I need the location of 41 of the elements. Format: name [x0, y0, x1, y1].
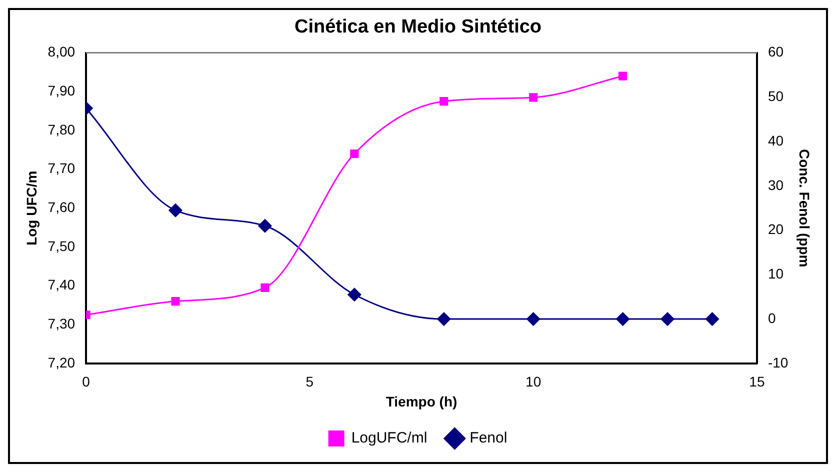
point	[437, 312, 451, 326]
legend-label: LogUFC/ml	[351, 430, 428, 447]
point	[348, 288, 362, 302]
x-tick-label: 15	[749, 374, 765, 390]
y-tick-label: 8,00	[48, 44, 76, 60]
y2-tick-label: 0	[768, 310, 776, 326]
y2-tick-label: 20	[768, 221, 784, 238]
y-tick-label: 7,20	[48, 354, 76, 370]
y-tick-label: 7,30	[48, 315, 76, 332]
point	[705, 312, 719, 326]
y-tick-label: 7,80	[48, 121, 76, 138]
point	[350, 149, 359, 158]
x-tick-label: 10	[526, 374, 542, 390]
y-axis-title: Log UFC/m	[23, 170, 40, 246]
y2-tick-label: -10	[768, 354, 788, 370]
x-axis-title: Tiempo (h)	[386, 393, 458, 410]
x-tick-label: 5	[306, 374, 314, 390]
legend-label: Fenol	[470, 430, 508, 447]
y2-axis-title: Conc. Fenol (ppm	[796, 148, 813, 268]
point	[171, 296, 180, 306]
point	[616, 312, 630, 326]
point	[440, 97, 448, 106]
y2-tick-label: 40	[768, 132, 784, 148]
point	[529, 93, 538, 102]
point	[618, 72, 628, 80]
point	[660, 312, 674, 326]
point	[526, 312, 540, 326]
y-tick-label: 7,60	[48, 198, 76, 215]
point	[258, 219, 272, 233]
y-tick-label: 7,70	[48, 160, 76, 176]
point	[168, 204, 182, 218]
y-tick-label: 7,90	[48, 82, 76, 98]
y2-tick-label: 30	[768, 176, 784, 193]
y-tick-label: 7,50	[48, 238, 76, 254]
x-tick-label: 0	[82, 374, 90, 390]
point	[260, 283, 270, 292]
chart-title: Cinética en Medio Sintético	[294, 16, 542, 38]
y2-tick-label: 60	[768, 44, 784, 60]
y-tick-label: 7,40	[48, 276, 76, 293]
y2-tick-label: 10	[768, 266, 784, 282]
y2-tick-label: 50	[768, 88, 784, 104]
